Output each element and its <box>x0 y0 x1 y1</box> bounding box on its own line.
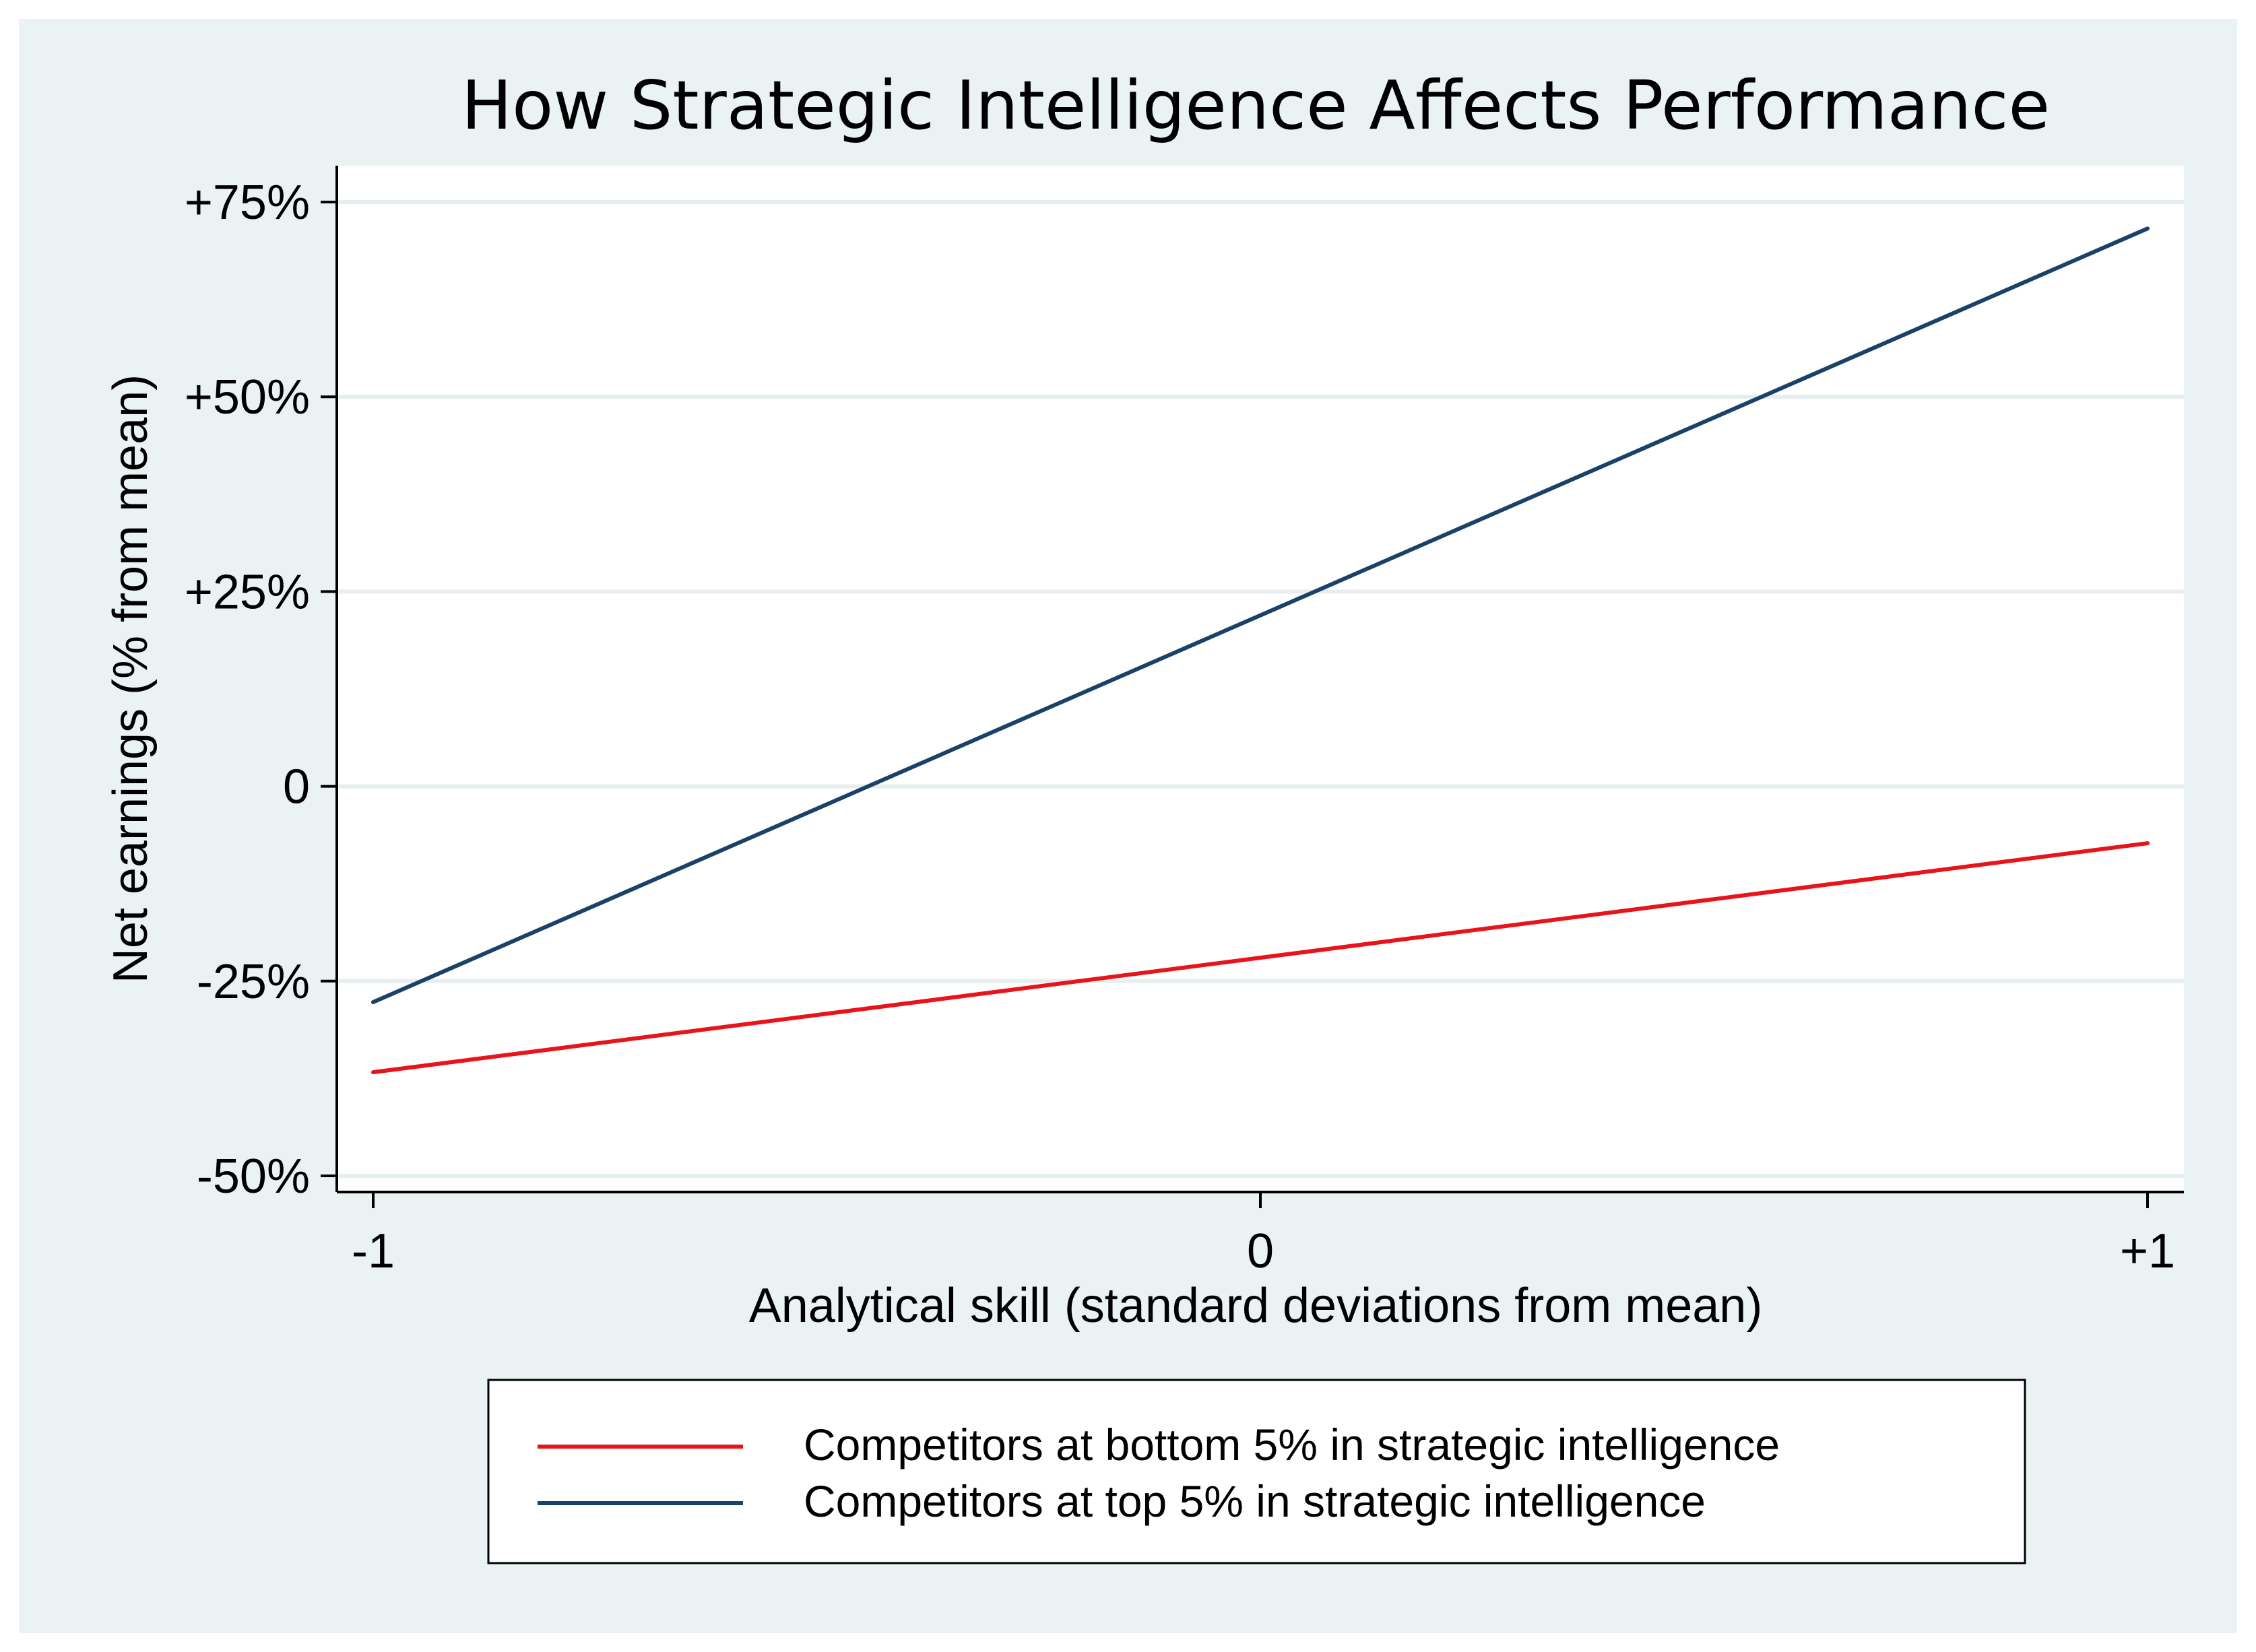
chart-figure: How Strategic Intelligence Affects Perfo… <box>19 19 2237 1633</box>
plot-area <box>337 166 2184 1192</box>
x-axis-label: Analytical skill (standard deviations fr… <box>749 1279 1763 1333</box>
legend: Competitors at bottom 5% in strategic in… <box>487 1379 2026 1564</box>
grid-lines <box>337 200 2184 1178</box>
y-tick-label: +50% <box>185 370 310 424</box>
series-lines <box>371 226 2150 1075</box>
series-line-2 <box>371 226 2150 1005</box>
x-tick-label: 0 <box>1247 1224 1274 1278</box>
y-tick-label: +75% <box>185 176 310 230</box>
legend-box <box>487 1379 2026 1564</box>
y-axis-label: Net earnings (% from mean) <box>104 374 158 983</box>
series-line-1 <box>371 841 2150 1075</box>
chart-canvas: How Strategic Intelligence Affects Perfo… <box>104 66 2184 1564</box>
legend-label-2: Competitors at top 5% in strategic intel… <box>804 1476 1706 1526</box>
x-tick-label: +1 <box>2120 1224 2175 1278</box>
y-tick-label: 0 <box>283 760 310 814</box>
x-tick-label: -1 <box>352 1224 395 1278</box>
legend-label-1: Competitors at bottom 5% in strategic in… <box>804 1420 1780 1469</box>
x-axis-ticks: -1 0 +1 <box>352 1192 2175 1278</box>
y-tick-label: +25% <box>185 565 310 619</box>
chart-title: How Strategic Intelligence Affects Perfo… <box>461 66 2050 145</box>
y-tick-label: -25% <box>197 955 310 1009</box>
y-tick-label: -50% <box>197 1150 310 1203</box>
y-axis-ticks: +75% +50% +25% 0 -25% -50% <box>185 176 337 1203</box>
